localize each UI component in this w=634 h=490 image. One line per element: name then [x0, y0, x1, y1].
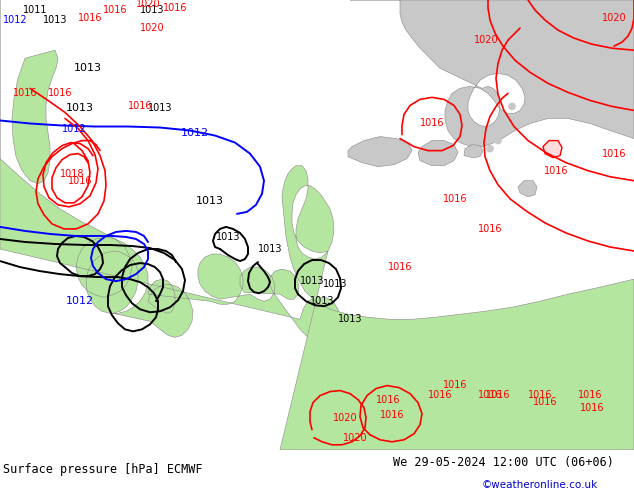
Text: 1016: 1016 [127, 101, 152, 111]
Text: 1016: 1016 [579, 403, 604, 413]
Text: 1013: 1013 [258, 244, 282, 254]
Polygon shape [350, 0, 634, 147]
Text: 1013: 1013 [216, 232, 240, 242]
Text: 1016: 1016 [68, 176, 93, 186]
Polygon shape [348, 137, 412, 167]
Text: 1013: 1013 [139, 5, 164, 15]
Text: ©weatheronline.co.uk: ©weatheronline.co.uk [482, 480, 598, 490]
Circle shape [508, 103, 515, 110]
Polygon shape [543, 141, 562, 158]
Text: 1016: 1016 [103, 5, 127, 15]
Text: 1020: 1020 [474, 35, 498, 45]
Text: 1020: 1020 [139, 23, 164, 33]
Text: 1020: 1020 [602, 13, 626, 23]
Text: 1012: 1012 [3, 15, 27, 25]
Polygon shape [0, 0, 340, 342]
Text: We 29-05-2024 12:00 UTC (06+06): We 29-05-2024 12:00 UTC (06+06) [393, 456, 614, 469]
Text: 1018: 1018 [60, 169, 84, 179]
Text: 1020: 1020 [136, 0, 160, 9]
Text: 1013: 1013 [300, 276, 324, 286]
Text: 1013: 1013 [42, 15, 67, 25]
Text: 1016: 1016 [533, 396, 557, 407]
Text: 1020: 1020 [343, 433, 367, 443]
Polygon shape [280, 166, 634, 450]
Text: 1016: 1016 [13, 88, 37, 98]
Text: 1013: 1013 [66, 103, 94, 114]
Text: Surface pressure [hPa] ECMWF: Surface pressure [hPa] ECMWF [3, 463, 203, 476]
Text: 1013: 1013 [310, 296, 334, 306]
Text: 1013: 1013 [338, 314, 362, 324]
Text: 1016: 1016 [578, 390, 602, 400]
Text: 1011: 1011 [23, 5, 48, 15]
Text: 1016: 1016 [420, 119, 444, 128]
Text: 1013: 1013 [196, 196, 224, 206]
Text: 1016: 1016 [478, 224, 502, 234]
Text: 1012: 1012 [181, 127, 209, 138]
Text: 1016: 1016 [478, 390, 502, 400]
Text: 1020: 1020 [333, 413, 358, 423]
Text: 1016: 1016 [486, 390, 510, 400]
Text: 1016: 1016 [78, 13, 102, 23]
Text: 1012: 1012 [66, 296, 94, 306]
Circle shape [486, 145, 493, 152]
Text: 1016: 1016 [163, 3, 187, 13]
Text: 1016: 1016 [443, 194, 467, 204]
Text: 1016: 1016 [544, 166, 568, 176]
Text: 1016: 1016 [380, 410, 404, 419]
Text: 1016: 1016 [388, 262, 412, 272]
Text: 1013: 1013 [323, 279, 347, 289]
Polygon shape [464, 145, 483, 158]
Circle shape [500, 127, 507, 134]
Circle shape [495, 137, 501, 144]
Text: 1016: 1016 [443, 380, 467, 390]
Polygon shape [418, 141, 458, 166]
Text: 1016: 1016 [602, 148, 626, 159]
Text: 1016: 1016 [376, 394, 400, 405]
Text: 1013: 1013 [148, 103, 172, 114]
Polygon shape [12, 50, 58, 184]
Text: 1016: 1016 [527, 390, 552, 400]
Text: 1013: 1013 [74, 63, 102, 74]
Text: 1016: 1016 [428, 390, 452, 400]
Circle shape [505, 115, 512, 122]
Text: 1012: 1012 [61, 123, 86, 133]
Text: 1016: 1016 [48, 88, 72, 98]
Polygon shape [518, 181, 537, 197]
